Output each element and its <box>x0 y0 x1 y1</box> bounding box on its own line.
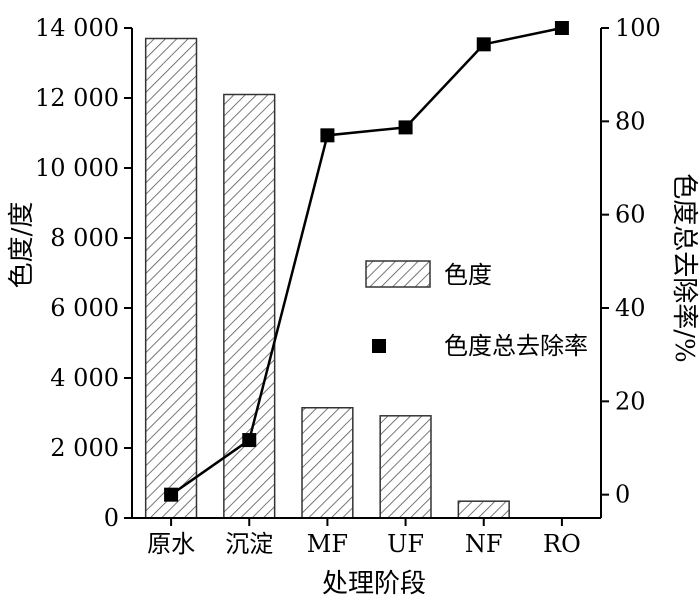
left-tick-label: 2 000 <box>50 434 119 462</box>
x-tick-label-原水: 原水 <box>147 530 195 558</box>
left-y-axis-title: 色度/度 <box>7 202 37 289</box>
x-tick-label-沉淀: 沉淀 <box>225 530 273 558</box>
labels-layer: 处理阶段 色度/度 色度总去除率/% <box>7 173 699 599</box>
left-tick-label: 14 000 <box>35 14 119 42</box>
legend-line-marker <box>372 339 386 353</box>
right-tick-label: 20 <box>615 387 646 415</box>
bars-layer <box>144 37 510 519</box>
right-tick-label: 80 <box>615 107 646 135</box>
ticks-layer: 0 2 000 4 000 6 000 8 000 10 000 12 000 14 000 0… <box>35 14 661 558</box>
legend: 色度 色度总去除率 <box>365 260 588 360</box>
removal-rate-line <box>170 26 563 496</box>
left-tick-label: 12 000 <box>35 84 119 112</box>
x-tick-label-RO: RO <box>543 530 581 558</box>
bar-MF <box>301 407 354 519</box>
removal-rate-point-沉淀 <box>242 433 257 448</box>
bar-UF <box>379 415 432 519</box>
left-tick-label: 10 000 <box>35 154 119 182</box>
bar-NF <box>457 500 510 519</box>
legend-bar-swatch <box>365 260 431 288</box>
right-tick-label: 0 <box>615 481 630 509</box>
removal-rate-point-MF <box>320 128 335 143</box>
legend-line-label: 色度总去除率 <box>444 332 588 360</box>
right-tick-label: 60 <box>615 201 646 229</box>
removal-rate-point-RO <box>554 21 569 35</box>
removal-rate-point-NF <box>476 37 491 52</box>
x-tick-label-UF: UF <box>387 530 424 558</box>
left-tick-label: 8 000 <box>50 224 119 252</box>
right-tick-label: 40 <box>615 294 646 322</box>
bar-原水 <box>144 37 198 519</box>
axes-layer <box>131 28 602 519</box>
removal-rate-point-UF <box>398 120 413 135</box>
bar-沉淀 <box>223 93 276 519</box>
removal-rate-point-原水 <box>164 487 179 502</box>
left-tick-label: 4 000 <box>50 364 119 392</box>
left-tick-label: 6 000 <box>50 294 119 322</box>
x-axis-title: 处理阶段 <box>322 569 426 599</box>
x-tick-label-MF: MF <box>307 530 348 558</box>
left-tick-label: 0 <box>104 504 119 532</box>
line-layer <box>164 21 569 502</box>
legend-bar-label: 色度 <box>444 261 492 289</box>
x-tick-label-NF: NF <box>465 530 503 558</box>
right-y-axis-title: 色度总去除率/% <box>669 173 699 362</box>
right-tick-label: 100 <box>615 14 661 42</box>
